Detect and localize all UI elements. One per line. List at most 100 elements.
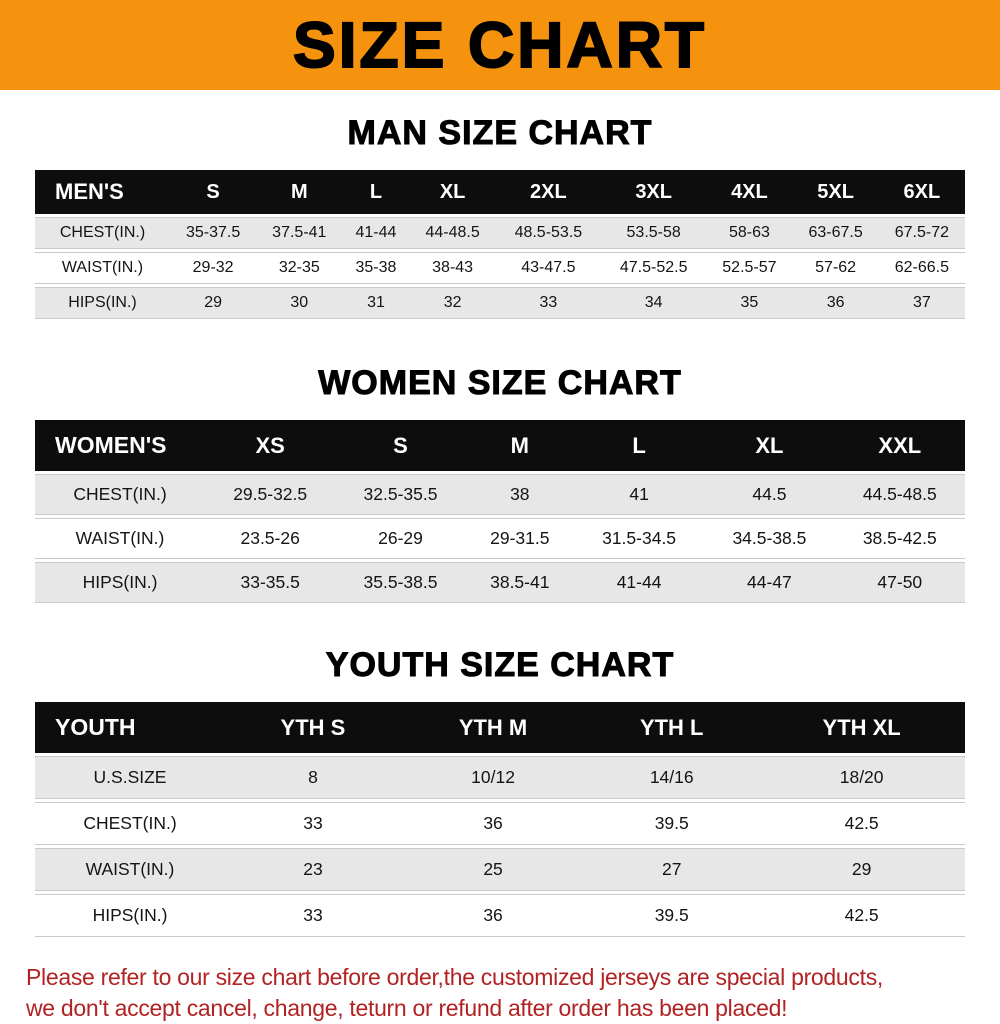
value-cell: 57-62 [792, 252, 879, 284]
table-row: U.S.SIZE 8 10/12 14/16 18/20 [35, 756, 965, 799]
row-label-cell: CHEST(IN.) [35, 474, 205, 515]
table-row: WAIST(IN.) 29-32 32-35 35-38 38-43 43-47.5 47.… [35, 252, 965, 284]
size-header-cell: XL [409, 170, 496, 214]
value-cell: 29 [758, 848, 965, 891]
value-cell: 38.5-42.5 [834, 518, 965, 559]
size-header-cell: S [335, 420, 466, 471]
value-cell: 48.5-53.5 [495, 217, 602, 249]
size-header-cell: M [465, 420, 574, 471]
value-cell: 39.5 [585, 894, 759, 937]
value-cell: 33 [225, 802, 401, 845]
value-cell: 39.5 [585, 802, 759, 845]
size-header-cell: YTH XL [758, 702, 965, 753]
value-cell: 18/20 [758, 756, 965, 799]
banner: SIZE CHART [0, 0, 1000, 90]
size-header-cell: 6XL [878, 170, 965, 214]
value-cell: 29 [170, 287, 257, 319]
men-section-heading: MAN SIZE CHART [347, 114, 653, 153]
value-cell: 36 [792, 287, 879, 319]
table-row: WAIST(IN.) 23.5-26 26-29 29-31.5 31.5-34.5 34… [35, 518, 965, 559]
size-header-cell: YTH L [585, 702, 759, 753]
table-row: CHEST(IN.) 33 36 39.5 42.5 [35, 802, 965, 845]
value-cell: 35-38 [342, 252, 410, 284]
value-cell: 44.5 [704, 474, 835, 515]
value-cell: 44-48.5 [409, 217, 496, 249]
value-cell: 29.5-32.5 [205, 474, 336, 515]
row-label-cell: HIPS(IN.) [35, 562, 205, 603]
size-header-cell: XXL [834, 420, 965, 471]
value-cell: 34.5-38.5 [704, 518, 835, 559]
value-cell: 63-67.5 [792, 217, 879, 249]
value-cell: 10/12 [400, 756, 586, 799]
value-cell: 32 [409, 287, 496, 319]
size-header-cell: 5XL [792, 170, 879, 214]
value-cell: 38.5-41 [465, 562, 574, 603]
value-cell: 23.5-26 [205, 518, 336, 559]
size-header-cell: YTH M [400, 702, 586, 753]
size-header-cell: 2XL [495, 170, 602, 214]
value-cell: 26-29 [335, 518, 466, 559]
table-row: CHEST(IN.) 29.5-32.5 32.5-35.5 38 41 44.5 44.5… [35, 474, 965, 515]
value-cell: 37 [878, 287, 965, 319]
value-cell: 42.5 [758, 802, 965, 845]
value-cell: 33 [495, 287, 602, 319]
women-size-section: WOMEN SIZE CHART WOMEN'S XS S M L XL XXL CHEST(… [0, 364, 1000, 606]
value-cell: 67.5-72 [878, 217, 965, 249]
row-label-cell: WAIST(IN.) [35, 848, 225, 891]
table-row: HIPS(IN.) 29 30 31 32 33 34 35 36 37 [35, 287, 965, 319]
table-row: WAIST(IN.) 23 25 27 29 [35, 848, 965, 891]
row-label-cell: CHEST(IN.) [35, 802, 225, 845]
value-cell: 31.5-34.5 [573, 518, 705, 559]
size-header-cell: XS [205, 420, 336, 471]
banner-title: SIZE CHART [292, 8, 707, 82]
table-title-cell: YOUTH [35, 702, 225, 753]
size-header-cell: L [342, 170, 410, 214]
value-cell: 29-31.5 [465, 518, 574, 559]
value-cell: 23 [225, 848, 401, 891]
men-size-section: MAN SIZE CHART MEN'S S M L XL 2XL 3XL 4XL 5XL 6XL… [0, 114, 1000, 322]
row-label-cell: U.S.SIZE [35, 756, 225, 799]
header-row: MEN'S S M L XL 2XL 3XL 4XL 5XL 6XL [35, 170, 965, 214]
value-cell: 41 [573, 474, 705, 515]
value-cell: 41-44 [573, 562, 705, 603]
value-cell: 35.5-38.5 [335, 562, 466, 603]
value-cell: 25 [400, 848, 586, 891]
value-cell: 30 [256, 287, 343, 319]
size-header-cell: S [170, 170, 257, 214]
table-title-cell: MEN'S [35, 170, 170, 214]
disclaimer: Please refer to our size chart before or… [26, 962, 1000, 1024]
value-cell: 38-43 [409, 252, 496, 284]
value-cell: 36 [400, 894, 586, 937]
value-cell: 32-35 [256, 252, 343, 284]
value-cell: 47.5-52.5 [601, 252, 707, 284]
value-cell: 41-44 [342, 217, 410, 249]
value-cell: 34 [601, 287, 707, 319]
disclaimer-line-1: Please refer to our size chart before or… [26, 964, 883, 990]
row-label-cell: HIPS(IN.) [35, 894, 225, 937]
row-label-cell: WAIST(IN.) [35, 518, 205, 559]
value-cell: 31 [342, 287, 410, 319]
value-cell: 58-63 [706, 217, 793, 249]
size-header-cell: 4XL [706, 170, 793, 214]
size-header-cell: 3XL [601, 170, 707, 214]
table-row: HIPS(IN.) 33-35.5 35.5-38.5 38.5-41 41-44 44-… [35, 562, 965, 603]
value-cell: 27 [585, 848, 759, 891]
value-cell: 52.5-57 [706, 252, 793, 284]
table-row: HIPS(IN.) 33 36 39.5 42.5 [35, 894, 965, 937]
value-cell: 36 [400, 802, 586, 845]
men-size-table: MEN'S S M L XL 2XL 3XL 4XL 5XL 6XL CHEST(IN.) 35-37… [35, 167, 965, 322]
size-header-cell: M [256, 170, 343, 214]
row-label-cell: HIPS(IN.) [35, 287, 170, 319]
youth-size-table: YOUTH YTH S YTH M YTH L YTH XL U.S.SIZE 8 10/12… [35, 699, 965, 940]
value-cell: 38 [465, 474, 574, 515]
value-cell: 43-47.5 [495, 252, 602, 284]
header-row: YOUTH YTH S YTH M YTH L YTH XL [35, 702, 965, 753]
value-cell: 37.5-41 [256, 217, 343, 249]
value-cell: 62-66.5 [878, 252, 965, 284]
value-cell: 32.5-35.5 [335, 474, 466, 515]
row-label-cell: WAIST(IN.) [35, 252, 170, 284]
value-cell: 29-32 [170, 252, 257, 284]
value-cell: 35 [706, 287, 793, 319]
size-header-cell: YTH S [225, 702, 401, 753]
